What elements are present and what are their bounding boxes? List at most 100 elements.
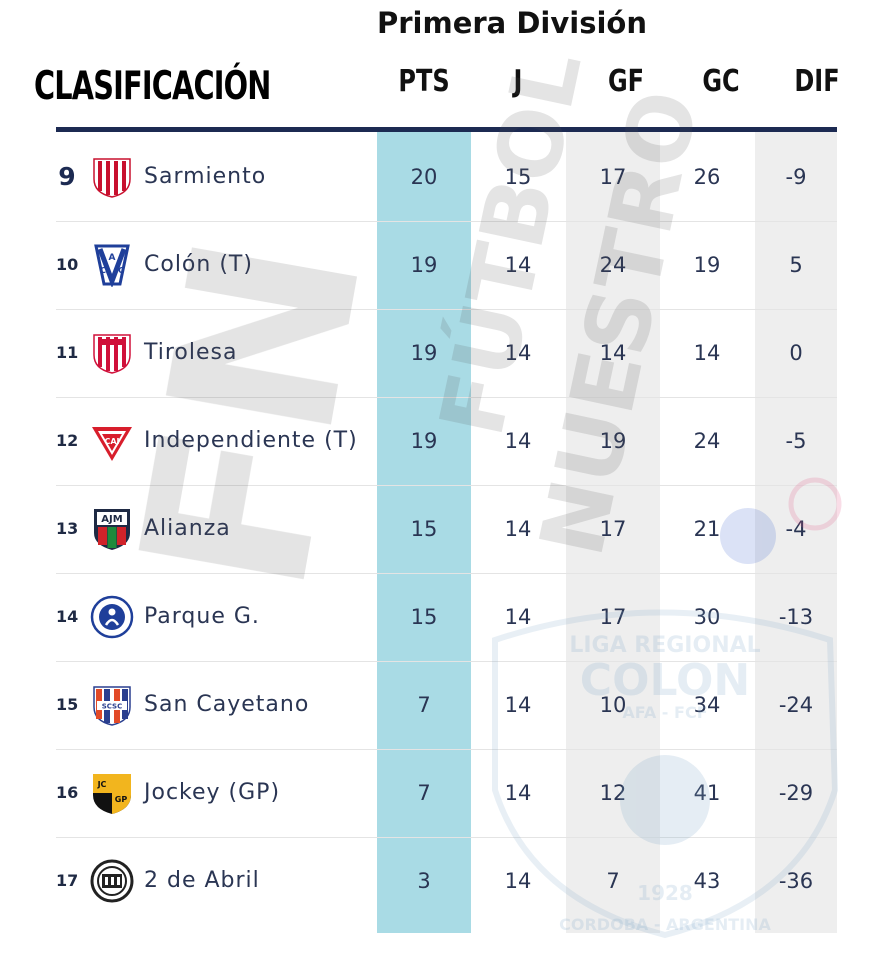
parque-g-crest-icon <box>90 595 134 639</box>
position: 14 <box>56 607 79 626</box>
table-row: 14 Parque G. 15 14 17 30 -13 <box>56 573 837 662</box>
points: 7 <box>417 693 431 717</box>
table-row: 9 Sarmiento 20 15 17 26 -9 <box>56 133 837 222</box>
tirolesa-crest-icon <box>93 334 131 374</box>
played: 14 <box>504 341 532 365</box>
table-row: 10 A C C Colón (T) 19 14 24 19 5 <box>56 221 837 310</box>
played: 15 <box>504 165 532 189</box>
goals-for: 12 <box>599 781 627 805</box>
played: 14 <box>504 517 532 541</box>
played: 14 <box>504 781 532 805</box>
independiente-crest-icon: CAI <box>92 427 132 461</box>
sarmiento-crest-icon <box>93 158 131 198</box>
svg-text:GP: GP <box>115 795 128 804</box>
goal-difference: -13 <box>778 605 814 629</box>
svg-text:AJM: AJM <box>101 514 122 525</box>
svg-text:JC: JC <box>97 780 107 789</box>
column-header-j: J <box>513 64 523 99</box>
goals-for: 24 <box>599 253 627 277</box>
goals-against: 30 <box>693 605 721 629</box>
goals-for: 10 <box>599 693 627 717</box>
svg-text:CAI: CAI <box>104 437 119 446</box>
position: 15 <box>56 695 79 714</box>
played: 14 <box>504 869 532 893</box>
goal-difference: -5 <box>785 429 807 453</box>
goals-against: 26 <box>693 165 721 189</box>
points: 15 <box>410 605 438 629</box>
goal-difference: 5 <box>789 253 803 277</box>
played: 14 <box>504 429 532 453</box>
team-name: Sarmiento <box>144 164 267 189</box>
dos-de-abril-crest-icon <box>90 859 134 903</box>
position: 9 <box>58 162 76 191</box>
team-name: Parque G. <box>144 604 260 629</box>
goals-for: 7 <box>606 869 620 893</box>
goals-against: 24 <box>693 429 721 453</box>
jockey-crest-icon: JC GP <box>93 774 131 814</box>
competition-title: Primera División <box>377 6 647 40</box>
position: 17 <box>56 871 79 890</box>
column-header-gf: GF <box>607 64 645 99</box>
team-name: 2 de Abril <box>144 868 260 893</box>
goals-for: 19 <box>599 429 627 453</box>
column-header-dif: DIF <box>794 64 840 99</box>
goals-against: 21 <box>693 517 721 541</box>
team-name: Tirolesa <box>144 340 238 365</box>
table-row: 13 AJM Alianza 15 14 17 21 -4 <box>56 485 837 574</box>
points: 20 <box>410 165 438 189</box>
team-name: Independiente (T) <box>144 428 358 453</box>
svg-text:A: A <box>109 253 116 263</box>
team-name: San Cayetano <box>144 692 310 717</box>
pts-column-highlight <box>377 131 471 933</box>
svg-text:C: C <box>118 266 124 275</box>
position: 12 <box>56 431 79 450</box>
position: 16 <box>56 783 79 802</box>
points: 19 <box>410 253 438 277</box>
played: 14 <box>504 253 532 277</box>
table-row: 11 Tirolesa 19 14 14 14 0 <box>56 309 837 398</box>
alianza-crest-icon: AJM <box>94 509 130 550</box>
position: 10 <box>56 255 79 274</box>
goal-difference: -29 <box>778 781 814 805</box>
column-header-pts: PTS <box>398 64 450 99</box>
svg-text:SCSC: SCSC <box>102 703 123 711</box>
san-cayetano-crest-icon: SCSC <box>93 686 131 726</box>
points: 7 <box>417 781 431 805</box>
goals-for: 17 <box>599 605 627 629</box>
goal-difference: -36 <box>778 869 814 893</box>
goals-against: 19 <box>693 253 721 277</box>
goal-difference: 0 <box>789 341 803 365</box>
points: 15 <box>410 517 438 541</box>
team-name: Jockey (GP) <box>144 780 281 805</box>
goal-difference: -4 <box>785 517 807 541</box>
goals-for: 14 <box>599 341 627 365</box>
played: 14 <box>504 693 532 717</box>
team-name: Alianza <box>144 516 231 541</box>
table-row: 16 JC GP Jockey (GP) 7 14 12 41 -29 <box>56 749 837 838</box>
goals-against: 34 <box>693 693 721 717</box>
table-row: 17 2 de Abril 3 14 7 43 -36 <box>56 837 837 925</box>
position: 13 <box>56 519 79 538</box>
points: 19 <box>410 341 438 365</box>
position: 11 <box>56 343 79 362</box>
colon-crest-icon: A C C <box>94 244 130 287</box>
team-name: Colón (T) <box>144 252 253 277</box>
column-header-gc: GC <box>702 64 740 99</box>
gf-column-shade <box>566 131 660 933</box>
goal-difference: -24 <box>778 693 814 717</box>
goal-difference: -9 <box>785 165 807 189</box>
goals-for: 17 <box>599 165 627 189</box>
goals-against: 43 <box>693 869 721 893</box>
header-rule <box>56 127 837 132</box>
table-row: 15 SCSC San Cayetano 7 14 10 34 -24 <box>56 661 837 750</box>
played: 14 <box>504 605 532 629</box>
dif-column-shade <box>755 131 837 933</box>
goals-against: 14 <box>693 341 721 365</box>
section-title: CLASIFICACIÓN <box>34 64 271 109</box>
points: 19 <box>410 429 438 453</box>
svg-text:C: C <box>100 266 106 275</box>
table-row: 12 CAI Independiente (T) 19 14 19 24 -5 <box>56 397 837 486</box>
goals-for: 17 <box>599 517 627 541</box>
goals-against: 41 <box>693 781 721 805</box>
points: 3 <box>417 869 431 893</box>
